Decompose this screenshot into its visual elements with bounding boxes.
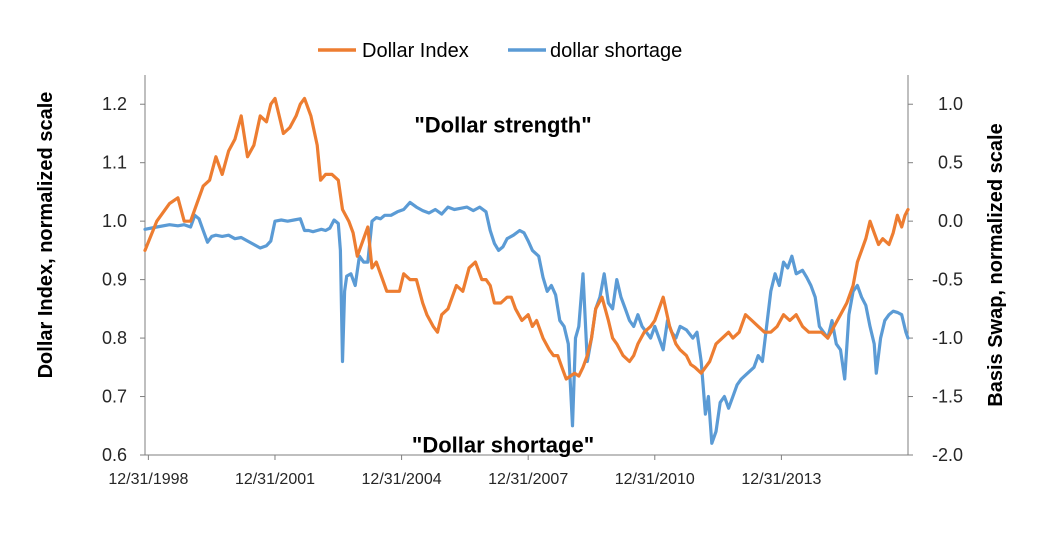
y-axis-left-title: Dollar Index, normalized scale: [35, 92, 57, 379]
annotation-label: "Dollar strength": [414, 113, 591, 138]
series-lines: [143, 96, 910, 445]
legend: Dollar Index dollar shortage: [318, 40, 682, 62]
x-tick-label: 12/31/2010: [615, 471, 695, 488]
annotation-label: "Dollar shortage": [412, 432, 594, 457]
x-tick-label: 12/31/2013: [741, 471, 821, 488]
series-line-dollar-index: [143, 96, 910, 381]
y-right-tick-label: -0.5: [932, 270, 963, 290]
y-right-tick-label: -1.0: [932, 328, 963, 348]
annotations: "Dollar strength" "Dollar shortage": [412, 113, 594, 458]
legend-label-dollar-index: Dollar Index: [362, 40, 469, 62]
plot-area: [144, 75, 909, 456]
y-left-tick-label: 0.7: [102, 387, 127, 407]
x-tick-label: 12/31/1998: [108, 471, 188, 488]
y-axis-left: 0.6 0.7 0.8 0.9 1.0 1.1 1.2: [102, 94, 145, 465]
series-line-dollar-shortage: [143, 200, 910, 445]
y-axis-right: -2.0 -1.5 -1.0 -0.5 0.0 0.5 1.0: [908, 94, 963, 465]
y-left-tick-label: 0.8: [102, 328, 127, 348]
y-left-tick-label: 1.0: [102, 211, 127, 231]
y-left-tick-label: 0.9: [102, 270, 127, 290]
legend-label-dollar-shortage: dollar shortage: [550, 40, 682, 62]
x-tick-label: 12/31/2007: [488, 471, 568, 488]
y-axis-right-title: Basis Swap, normalized scale: [985, 123, 1007, 406]
y-right-tick-label: 1.0: [938, 94, 963, 114]
y-left-tick-label: 1.2: [102, 94, 127, 114]
y-right-tick-label: -1.5: [932, 387, 963, 407]
y-right-tick-label: -2.0: [932, 445, 963, 465]
x-axis: 12/31/1998 12/31/2001 12/31/2004 12/31/2007…: [108, 455, 822, 488]
y-left-tick-label: 1.1: [102, 153, 127, 173]
y-right-tick-label: 0.0: [938, 211, 963, 231]
y-right-tick-label: 0.5: [938, 153, 963, 173]
y-left-tick-label: 0.6: [102, 445, 127, 465]
x-tick-label: 12/31/2001: [235, 471, 315, 488]
x-tick-label: 12/31/2004: [362, 471, 442, 488]
